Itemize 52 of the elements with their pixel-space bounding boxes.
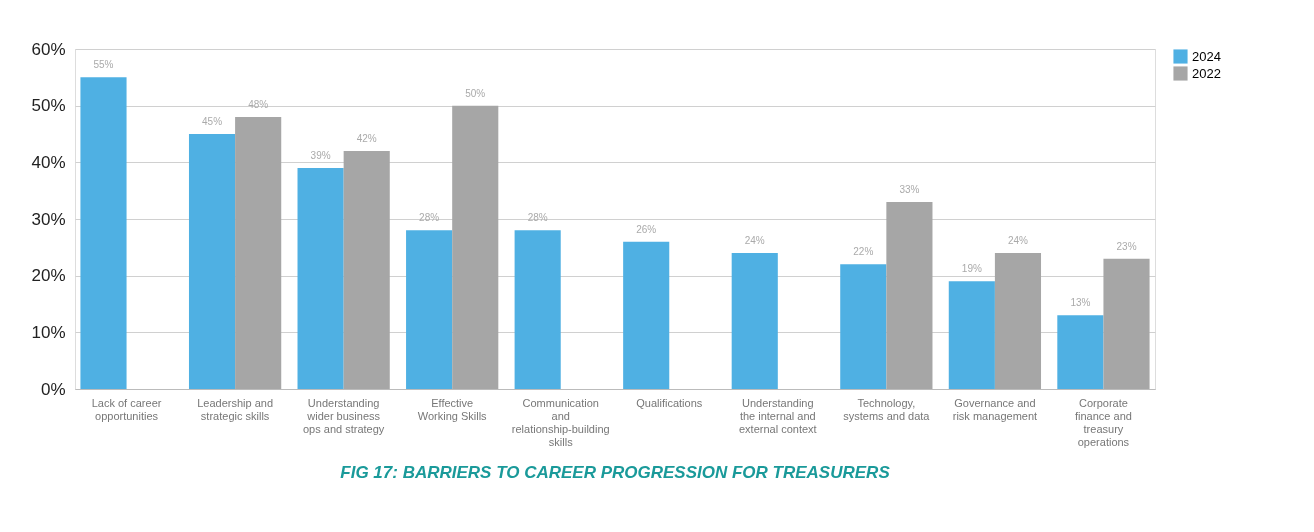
data-label: 13%	[1070, 297, 1091, 309]
y-tick-label: 50%	[31, 96, 66, 116]
x-tick-label: Governance and risk management	[952, 396, 1038, 422]
y-tick-label: 0%	[40, 379, 66, 399]
x-tick-label: Corporate finance and treasury operations	[1075, 396, 1132, 448]
bar	[452, 105, 499, 389]
x-tick-label: Technology, systems and data	[843, 396, 931, 422]
bar	[948, 281, 995, 389]
data-label: 26%	[636, 223, 657, 235]
x-tick-label: Effective Working Skills	[417, 396, 488, 422]
data-label: 42%	[356, 133, 377, 144]
x-tick-label: Understanding the internal and external context	[738, 396, 817, 435]
data-label: 19%	[961, 263, 982, 275]
data-label: 55%	[93, 59, 114, 71]
bar	[406, 230, 453, 389]
data-label: 24%	[1007, 235, 1029, 246]
x-tick-label: Lack of career opportunities	[91, 396, 162, 422]
data-label: 50%	[465, 87, 486, 99]
bar	[297, 168, 344, 389]
bar	[840, 264, 887, 389]
bar	[343, 151, 390, 389]
legend-label: 2024	[1192, 48, 1221, 64]
y-tick-label: 10%	[31, 322, 66, 342]
data-label: 22%	[853, 246, 874, 258]
data-label: 28%	[527, 212, 548, 224]
bar	[235, 117, 282, 389]
bar	[1057, 315, 1104, 389]
data-label: 33%	[899, 184, 920, 195]
x-tick-label: Understanding wider business ops and strategy	[302, 396, 385, 435]
bar	[731, 253, 778, 389]
x-tick-label: Qualifications	[636, 396, 703, 409]
data-label: 45%	[202, 116, 223, 127]
data-label: 23%	[1116, 240, 1137, 252]
data-label: 24%	[744, 235, 765, 246]
y-tick-label: 40%	[31, 152, 66, 172]
x-tick-label: Communication and relationship-building skills	[511, 396, 610, 448]
bar	[994, 253, 1042, 389]
y-tick-label: 30%	[31, 209, 66, 229]
data-label: 39%	[310, 150, 331, 161]
bar	[80, 77, 127, 389]
bar	[886, 202, 933, 389]
data-label: 48%	[248, 99, 269, 110]
bar	[188, 134, 236, 389]
bar	[1103, 258, 1150, 389]
y-tick-label: 20%	[31, 266, 66, 286]
legend-label: 2022	[1192, 65, 1221, 81]
bar	[514, 230, 561, 389]
y-tick-label: 60%	[31, 39, 66, 59]
data-label: 28%	[419, 212, 440, 224]
bar	[623, 241, 670, 389]
text: FIG 17: BARRIERS TO CAREER PROGRESSION FOR TREASURERS	[340, 463, 891, 482]
x-tick-label: Leadership and strategic skills	[197, 396, 274, 422]
